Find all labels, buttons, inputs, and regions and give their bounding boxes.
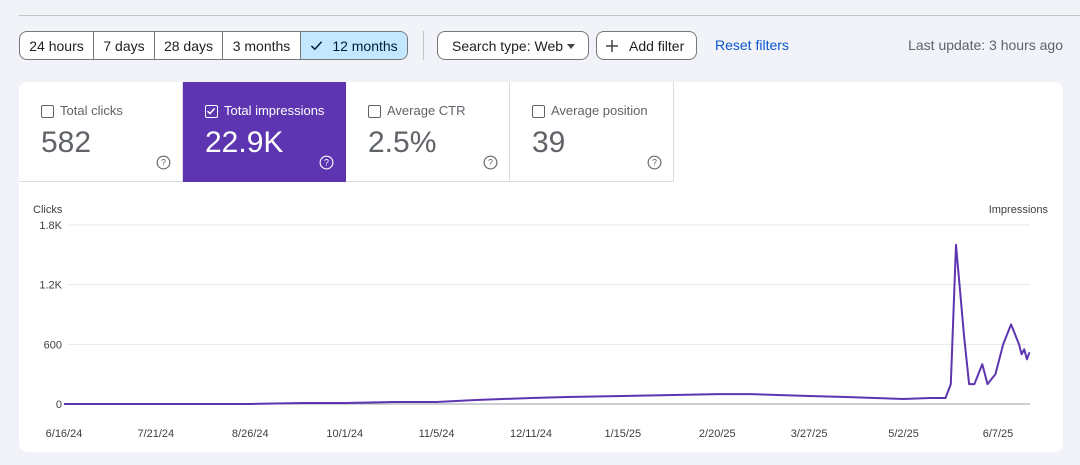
x-tick-label: 6/7/25 <box>983 428 1014 440</box>
metric-value: 39 <box>532 126 566 159</box>
checkbox-checked-icon[interactable] <box>205 105 218 118</box>
reset-filters-link[interactable]: Reset filters <box>715 37 789 53</box>
date-range-selector: 24 hours 7 days 28 days 3 months 12 mont… <box>19 31 408 60</box>
svg-text:?: ? <box>161 158 166 168</box>
performance-card: Total clicks 582 ? Total impressions 22.… <box>19 82 1063 452</box>
metric-label: Total clicks <box>60 103 123 118</box>
search-type-label: Search type: Web <box>452 37 564 54</box>
top-divider <box>19 15 1080 16</box>
metric-average-position[interactable]: Average position 39 ? <box>510 82 674 182</box>
left-axis-label: Clicks <box>33 204 63 216</box>
caret-down-icon <box>567 44 575 49</box>
x-tick-label: 12/11/24 <box>510 428 552 440</box>
range-label: 3 months <box>232 37 291 54</box>
metric-label: Total impressions <box>224 103 325 118</box>
y-tick-label: 1.2K <box>39 280 62 292</box>
x-tick-label: 7/21/24 <box>137 428 174 440</box>
metric-value: 22.9K <box>205 126 284 159</box>
svg-text:?: ? <box>488 158 493 168</box>
range-label: 7 days <box>103 37 145 54</box>
add-filter-button[interactable]: Add filter <box>596 31 697 60</box>
checkbox-icon[interactable] <box>368 105 381 118</box>
x-tick-label: 10/1/24 <box>326 428 363 440</box>
metric-label: Average position <box>551 103 648 118</box>
metric-value: 582 <box>41 126 92 159</box>
range-24-hours[interactable]: 24 hours <box>20 32 94 59</box>
range-28-days[interactable]: 28 days <box>155 32 223 59</box>
y-tick-label: 600 <box>44 339 62 351</box>
filter-toolbar: 24 hours 7 days 28 days 3 months 12 mont… <box>19 31 1063 60</box>
metric-value: 2.5% <box>368 126 437 159</box>
range-label: 28 days <box>163 37 214 54</box>
svg-text:?: ? <box>652 158 657 168</box>
help-circle-icon[interactable]: ? <box>156 155 171 170</box>
help-circle-icon[interactable]: ? <box>319 155 334 170</box>
checkbox-icon[interactable] <box>41 105 54 118</box>
svg-text:?: ? <box>324 158 329 168</box>
metric-label: Average CTR <box>387 103 466 118</box>
impressions-chart: Clicks Impressions 1.8K 1.2K 600 0 6/16/24 7/21… <box>33 204 1049 440</box>
range-7-days[interactable]: 7 days <box>94 32 155 59</box>
x-tick-label: 11/5/24 <box>419 428 455 440</box>
range-12-months[interactable]: 12 months <box>301 32 407 59</box>
metric-tabs: Total clicks 582 ? Total impressions 22.… <box>19 82 674 182</box>
help-circle-icon[interactable]: ? <box>483 155 498 170</box>
x-tick-label: 8/26/24 <box>232 428 269 440</box>
x-tick-label: 1/15/25 <box>604 428 641 440</box>
checkbox-icon[interactable] <box>532 105 545 118</box>
range-3-months[interactable]: 3 months <box>223 32 301 59</box>
toolbar-divider <box>423 31 424 60</box>
x-tick-label: 5/2/25 <box>888 428 919 440</box>
metric-average-ctr[interactable]: Average CTR 2.5% ? <box>346 82 510 182</box>
metric-total-impressions[interactable]: Total impressions 22.9K ? <box>183 82 346 182</box>
help-circle-icon[interactable]: ? <box>647 155 662 170</box>
impressions-series-line <box>64 243 1031 405</box>
metric-total-clicks[interactable]: Total clicks 582 ? <box>19 82 183 182</box>
y-tick-label: 0 <box>56 399 62 411</box>
search-type-dropdown[interactable]: Search type: Web <box>437 31 589 60</box>
range-label: 12 months <box>332 37 398 54</box>
x-tick-label: 3/27/25 <box>791 428 828 440</box>
add-filter-label: Add filter <box>629 37 685 54</box>
x-tick-label: 6/16/24 <box>46 428 83 440</box>
check-icon <box>311 41 323 51</box>
right-axis-label: Impressions <box>989 204 1049 216</box>
x-tick-label: 2/20/25 <box>699 428 736 440</box>
y-tick-label: 1.8K <box>39 220 62 232</box>
last-update-text: Last update: 3 hours ago <box>908 37 1063 53</box>
plus-icon <box>606 39 618 52</box>
range-label: 24 hours <box>29 37 84 54</box>
